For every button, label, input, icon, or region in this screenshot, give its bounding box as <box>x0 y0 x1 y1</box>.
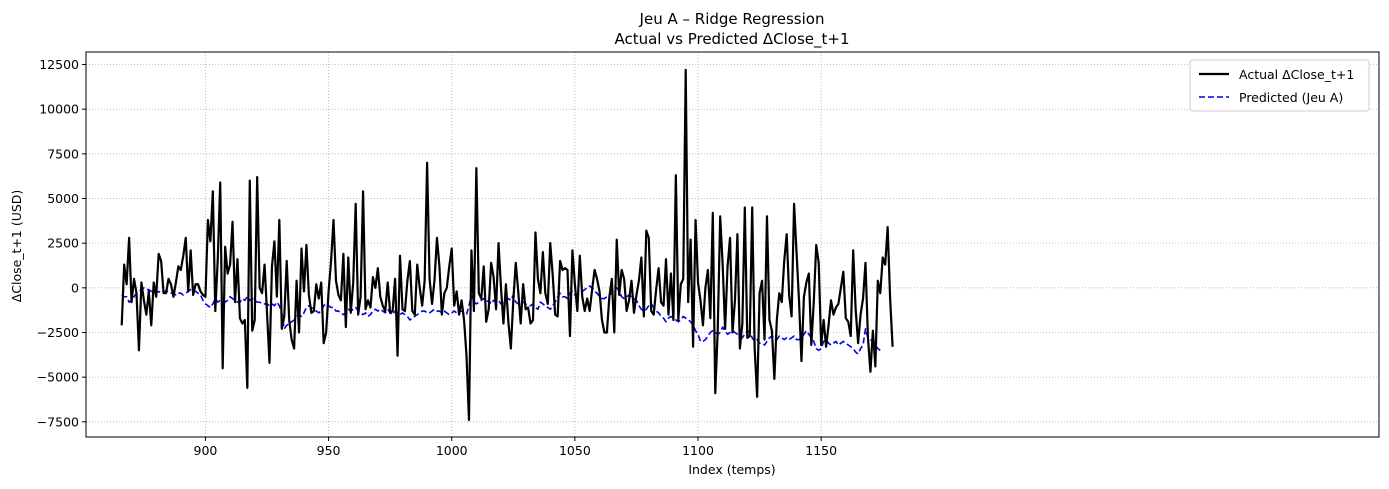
x-axis-label: Index (temps) <box>688 462 775 477</box>
y-tick-label: 7500 <box>47 146 79 161</box>
legend-label-predicted: Predicted (Jeu A) <box>1239 90 1343 105</box>
y-axis: −7500 −5000 −2500 0 2500 5000 7500 10000 12500 <box>37 57 86 429</box>
series-actual-line <box>120 68 894 422</box>
x-tick-label: 1050 <box>559 443 591 458</box>
y-tick-label: −7500 <box>37 414 79 429</box>
x-tick-label: 1150 <box>805 443 837 458</box>
grid <box>86 52 1379 437</box>
y-tick-label: 5000 <box>47 191 79 206</box>
x-axis: 900 950 1000 1050 1100 1150 <box>194 437 837 458</box>
y-tick-label: 0 <box>71 280 79 295</box>
y-tick-label: −2500 <box>37 325 79 340</box>
y-axis-label: ΔClose_t+1 (USD) <box>9 190 24 303</box>
y-tick-label: −5000 <box>37 370 79 385</box>
x-tick-label: 1100 <box>682 443 714 458</box>
chart-title: Jeu A – Ridge Regression <box>639 10 825 28</box>
x-tick-label: 1000 <box>436 443 468 458</box>
legend-box <box>1189 59 1370 112</box>
y-tick-label: 2500 <box>47 236 79 251</box>
plot-frame <box>85 51 1380 438</box>
y-tick-label: 12500 <box>39 57 79 72</box>
y-tick-label: 10000 <box>39 102 79 117</box>
series-lines <box>120 68 894 422</box>
legend-label-actual: Actual ΔClose_t+1 <box>1239 67 1354 82</box>
chart-subtitle: Actual vs Predicted ΔClose_t+1 <box>614 30 849 49</box>
x-tick-label: 900 <box>194 443 218 458</box>
legend: Actual ΔClose_t+1 Predicted (Jeu A) <box>1189 59 1370 112</box>
x-tick-label: 950 <box>317 443 341 458</box>
